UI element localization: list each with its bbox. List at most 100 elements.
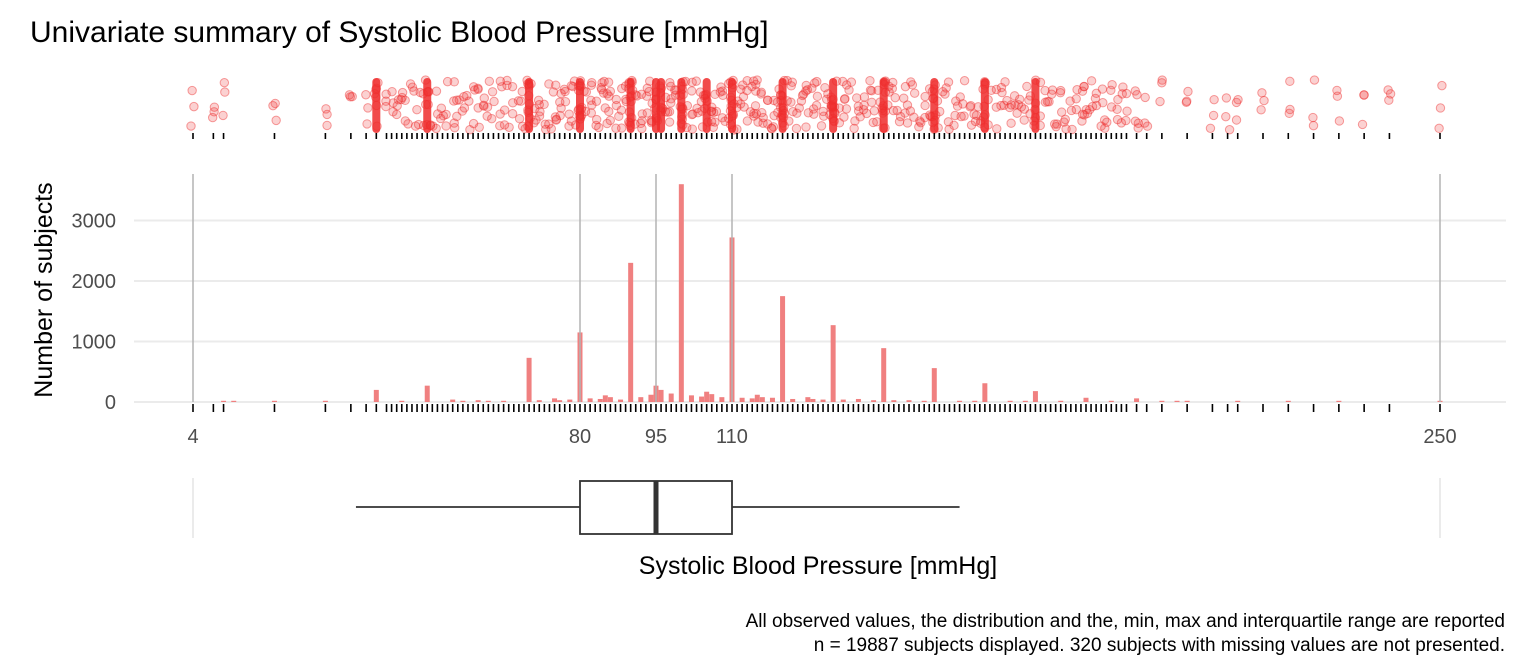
observed-point	[479, 101, 489, 111]
histogram-bar	[460, 400, 466, 402]
observed-point	[791, 123, 802, 134]
observed-point	[642, 83, 653, 93]
observed-point	[853, 106, 864, 116]
observed-point	[787, 77, 798, 87]
observed-point	[1121, 88, 1132, 99]
histogram-bar	[587, 398, 593, 402]
observed-point	[534, 100, 544, 110]
observed-point	[796, 96, 807, 106]
observed-streak	[1031, 78, 1040, 133]
observed-point	[616, 123, 627, 133]
observed-point	[666, 81, 676, 91]
observed-point	[766, 123, 777, 133]
reference-lines	[192, 174, 1441, 402]
observed-point	[809, 78, 820, 88]
observed-point	[1010, 100, 1020, 110]
histogram-bar	[688, 395, 694, 402]
observed-point	[442, 76, 453, 87]
observed-point	[738, 80, 748, 90]
observed-point	[1107, 80, 1117, 90]
observed-point	[270, 98, 280, 109]
observed-point	[710, 117, 720, 127]
observed-point	[786, 81, 796, 91]
observed-point	[508, 98, 518, 108]
x-tick-label: 4	[187, 426, 198, 448]
observed-point	[495, 109, 505, 119]
observed-point	[637, 123, 647, 134]
observed-point	[209, 107, 219, 117]
observed-point	[909, 88, 920, 98]
observed-point	[812, 91, 823, 102]
observed-point	[636, 89, 647, 99]
observed-point	[431, 123, 441, 134]
observed-point	[513, 96, 524, 106]
observed-point	[591, 96, 602, 106]
observed-point	[1133, 123, 1143, 133]
observed-point	[1113, 94, 1123, 105]
histogram-bar	[373, 389, 379, 402]
observed-point	[544, 79, 554, 89]
observed-point	[1308, 112, 1318, 123]
observed-point	[894, 116, 905, 127]
observed-point	[1065, 96, 1075, 106]
histogram-bar	[1159, 400, 1165, 402]
observed-point	[938, 87, 948, 97]
observed-point	[1121, 115, 1131, 126]
observed-point	[1046, 89, 1057, 99]
observed-point	[541, 124, 551, 135]
observed-streak	[677, 78, 686, 133]
observed-point	[449, 96, 459, 106]
observed-point	[664, 107, 675, 117]
histogram-bar	[719, 397, 725, 402]
observed-point	[1079, 81, 1089, 92]
observed-point	[1106, 102, 1117, 112]
boxplot-panel	[192, 478, 1441, 538]
observed-point	[687, 109, 697, 120]
observed-point	[1332, 91, 1343, 101]
observed-point	[687, 86, 697, 96]
observed-point	[1059, 117, 1069, 127]
histogram-bar	[1235, 400, 1241, 402]
observed-point	[735, 99, 746, 109]
observed-point	[971, 110, 982, 121]
observed-point	[459, 103, 470, 113]
observed-point	[462, 90, 472, 101]
observed-point	[410, 121, 421, 131]
observed-point	[718, 90, 728, 101]
observed-point	[792, 108, 802, 118]
observed-point	[711, 106, 722, 117]
observed-point	[431, 86, 442, 96]
observed-point	[566, 116, 577, 126]
observed-point	[858, 104, 869, 115]
observed-point	[600, 103, 610, 113]
histogram-bar	[597, 398, 603, 402]
observed-point	[691, 76, 701, 86]
observed-point	[1122, 106, 1132, 116]
observed-point	[786, 97, 796, 107]
observed-point	[1385, 89, 1396, 99]
observed-point	[516, 96, 526, 106]
observed-point	[801, 80, 811, 91]
observed-point	[1004, 102, 1015, 113]
observed-point	[400, 116, 411, 126]
observed-point	[1087, 101, 1098, 112]
observed-point	[855, 112, 865, 122]
histogram-bar	[607, 397, 613, 402]
observed-point	[902, 118, 913, 128]
observed-point	[906, 77, 916, 87]
observed-point	[958, 99, 968, 109]
observed-point	[347, 91, 357, 102]
observed-point	[666, 98, 676, 108]
observed-point	[747, 81, 757, 92]
observed-point	[818, 106, 828, 117]
histogram-bar	[1083, 397, 1089, 402]
observed-point	[381, 89, 391, 99]
observed-point	[539, 99, 549, 110]
observed-point	[999, 100, 1009, 110]
observed-point	[767, 123, 777, 134]
observed-point	[407, 82, 418, 92]
observed-point	[484, 76, 495, 87]
observed-point	[459, 92, 469, 102]
observed-point	[716, 82, 726, 92]
observed-point	[819, 111, 829, 121]
